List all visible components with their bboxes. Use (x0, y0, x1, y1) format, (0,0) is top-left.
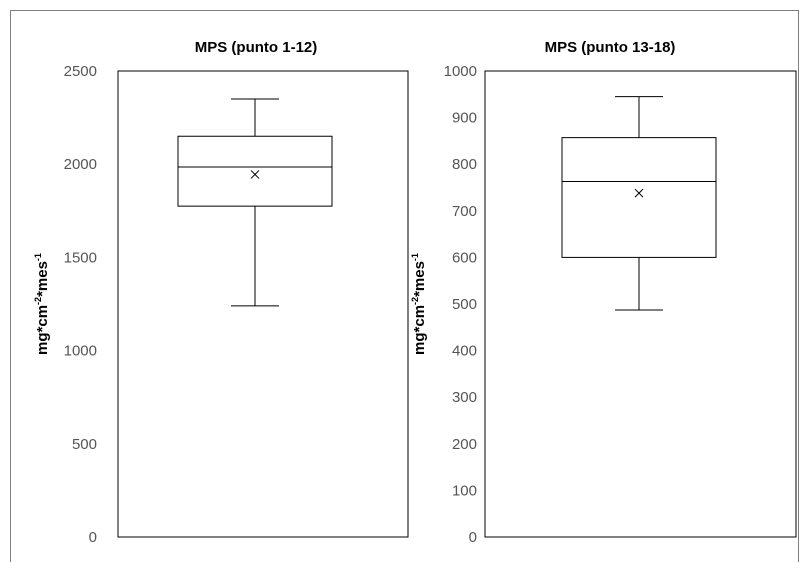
chart-title-right: MPS (punto 13-18) (545, 39, 676, 56)
y-tick-label-right: 100 (452, 482, 477, 499)
y-tick-label-left: 500 (72, 436, 97, 453)
y-tick-label-left: 2500 (64, 63, 97, 80)
y-axis-label-right-mid: *mes (411, 261, 428, 297)
y-tick-label-right: 200 (452, 436, 477, 453)
mean-marker-stroke-b (250, 170, 260, 179)
panel-left: MPS (punto 1-12) 0 500 1000 1500 2000 2500 mg… (33, 39, 409, 546)
y-axis-label-left-exp1: -2 (33, 297, 43, 305)
y-tick-label-right: 1000 (444, 63, 477, 80)
y-tick-label-left: 1000 (64, 343, 97, 360)
chart-title-left: MPS (punto 1-12) (195, 39, 318, 56)
box-group-right (561, 96, 717, 311)
panel-right: MPS (punto 13-18) 0 100 200 300 400 500 600 700… (410, 39, 797, 546)
y-axis-label-left-exp2: -1 (33, 253, 43, 261)
y-axis-label-left: mg*cm-2*mes-1 (33, 253, 51, 355)
y-axis-label-right-exp1: -2 (410, 297, 420, 305)
figure-frame (10, 10, 799, 562)
box-group-left (177, 98, 333, 307)
y-tick-label-right: 700 (452, 203, 477, 220)
y-tick-label-right: 800 (452, 156, 477, 173)
y-axis-label-left-mid: *mes (34, 261, 51, 297)
y-axis-label-left-base: mg*cm (34, 305, 51, 355)
y-tick-label-left: 2000 (64, 156, 97, 173)
mean-marker-stroke-b (634, 188, 644, 198)
y-tick-label-right: 400 (452, 343, 477, 360)
plot-area-left (117, 70, 409, 538)
iqr-box (561, 137, 717, 258)
y-tick-label-left: 0 (89, 529, 97, 546)
y-ticks-left: 0 500 1000 1500 2000 2500 (64, 63, 97, 546)
y-tick-label-right: 900 (452, 110, 477, 127)
iqr-box (177, 135, 333, 207)
plot-area-right (484, 70, 797, 538)
y-tick-label-right: 500 (452, 296, 477, 313)
y-ticks-right: 0 100 200 300 400 500 600 700 800 900 1000 (444, 63, 477, 546)
y-axis-label-right: mg*cm-2*mes-1 (410, 253, 428, 355)
y-axis-label-right-exp2: -1 (410, 253, 420, 261)
y-tick-label-right: 0 (469, 529, 477, 546)
y-axis-label-right-base: mg*cm (411, 305, 428, 355)
y-tick-label-right: 300 (452, 389, 477, 406)
y-tick-label-left: 1500 (64, 249, 97, 266)
y-tick-label-right: 600 (452, 249, 477, 266)
